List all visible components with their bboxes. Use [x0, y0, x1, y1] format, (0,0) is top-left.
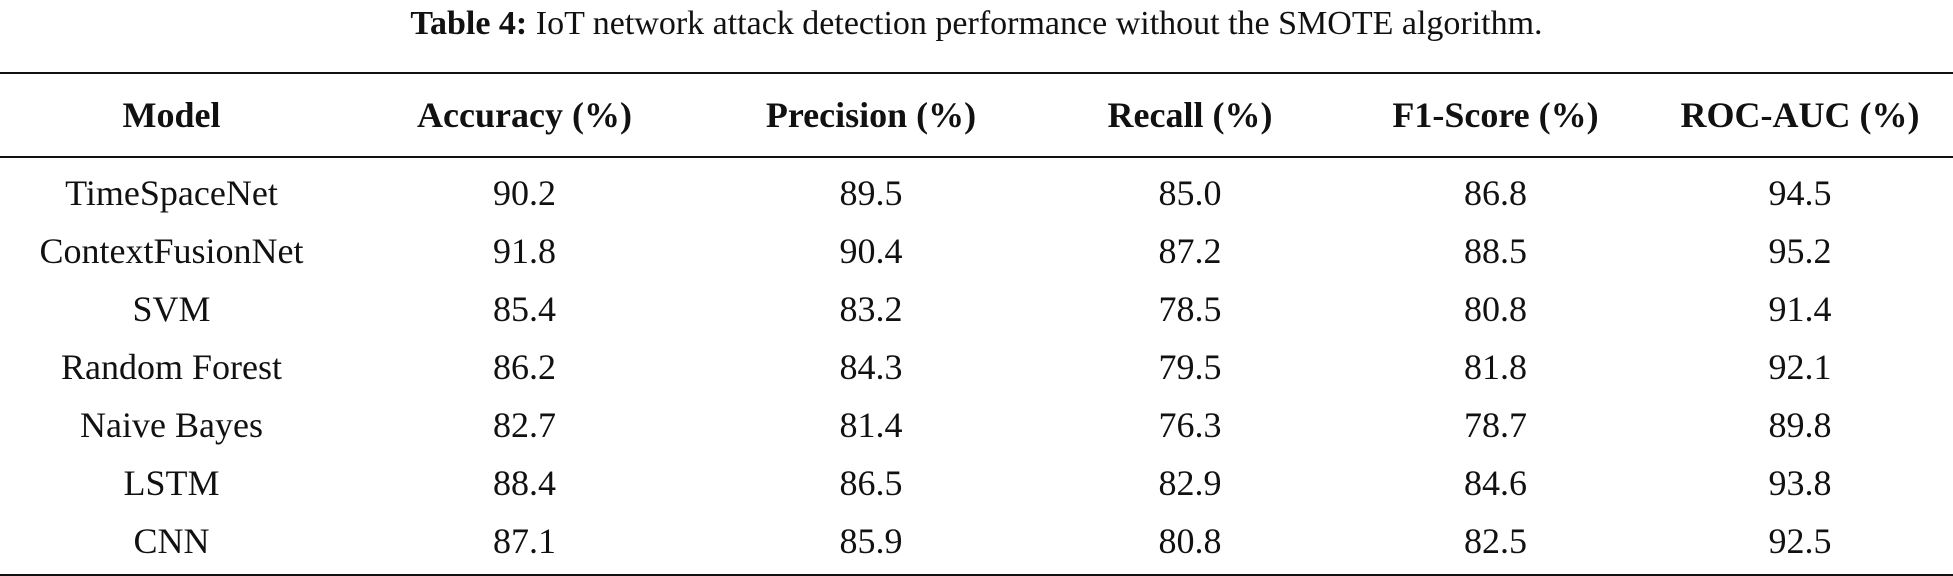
- cell-accuracy: 82.7: [493, 405, 556, 445]
- cell-roc-auc: 94.5: [1768, 173, 1832, 213]
- cell-model: Random Forest: [61, 347, 282, 387]
- cell-roc-auc: 92.1: [1768, 347, 1832, 387]
- cell-accuracy: 88.4: [493, 463, 556, 503]
- cell-model: ContextFusionNet: [39, 231, 304, 271]
- table-caption: Table 4: IoT network attack detection pe…: [0, 0, 1953, 46]
- cell-precision: 89.5: [839, 173, 903, 213]
- cell-f1-score: 84.6: [1464, 463, 1527, 503]
- header-precision: Precision (%): [765, 95, 977, 135]
- cell-recall: 76.3: [1158, 405, 1222, 445]
- cell-model: Naive Bayes: [80, 405, 263, 445]
- cell-roc-auc: 91.4: [1768, 289, 1832, 329]
- cell-model: SVM: [132, 289, 211, 329]
- cell-precision: 90.4: [839, 231, 903, 271]
- cell-roc-auc: 89.8: [1768, 405, 1832, 445]
- cell-recall: 79.5: [1158, 347, 1222, 387]
- table-body: TimeSpaceNet 90.2 89.5 85.0 86.8 94.5 Co…: [0, 157, 1953, 575]
- cell-model: CNN: [133, 521, 210, 561]
- cell-roc-auc: 92.5: [1768, 521, 1832, 561]
- cell-roc-auc: 93.8: [1768, 463, 1832, 503]
- cell-precision: 81.4: [839, 405, 903, 445]
- header-recall: Recall (%): [1107, 95, 1273, 135]
- table-row: TimeSpaceNet 90.2 89.5 85.0 86.8 94.5: [0, 157, 1953, 222]
- cell-f1-score: 80.8: [1464, 289, 1527, 329]
- cell-f1-score: 86.8: [1464, 173, 1527, 213]
- cell-accuracy: 87.1: [493, 521, 556, 561]
- cell-model: TimeSpaceNet: [65, 173, 278, 213]
- header-model: Model: [122, 95, 221, 135]
- header-f1-score: F1-Score (%): [1392, 95, 1599, 135]
- cell-accuracy: 85.4: [493, 289, 556, 329]
- cell-f1-score: 81.8: [1464, 347, 1527, 387]
- cell-model: LSTM: [123, 463, 220, 503]
- cell-precision: 83.2: [839, 289, 903, 329]
- cell-recall: 82.9: [1158, 463, 1222, 503]
- header-roc-auc: ROC-AUC (%): [1680, 95, 1920, 135]
- cell-precision: 85.9: [839, 521, 903, 561]
- cell-f1-score: 88.5: [1464, 231, 1527, 271]
- table-header: Model Accuracy (%) Precision (%) Recall …: [0, 73, 1953, 157]
- cell-precision: 86.5: [839, 463, 903, 503]
- results-table: Model Accuracy (%) Precision (%) Recall …: [0, 72, 1953, 576]
- cell-recall: 78.5: [1158, 289, 1222, 329]
- table-row: Random Forest 86.2 84.3 79.5 81.8 92.1: [0, 338, 1953, 396]
- table-row: Naive Bayes 82.7 81.4 76.3 78.7 89.8: [0, 396, 1953, 454]
- cell-precision: 84.3: [839, 347, 903, 387]
- caption-label: Table 4:: [410, 5, 528, 42]
- cell-accuracy: 86.2: [493, 347, 556, 387]
- header-row: Model Accuracy (%) Precision (%) Recall …: [0, 73, 1953, 157]
- cell-recall: 80.8: [1158, 521, 1222, 561]
- table-row: CNN 87.1 85.9 80.8 82.5 92.5: [0, 512, 1953, 575]
- cell-roc-auc: 95.2: [1768, 231, 1832, 271]
- cell-accuracy: 90.2: [493, 173, 556, 213]
- cell-f1-score: 78.7: [1464, 405, 1527, 445]
- cell-recall: 85.0: [1158, 173, 1222, 213]
- table-row: LSTM 88.4 86.5 82.9 84.6 93.8: [0, 454, 1953, 512]
- table-row: ContextFusionNet 91.8 90.4 87.2 88.5 95.…: [0, 222, 1953, 280]
- cell-recall: 87.2: [1158, 231, 1222, 271]
- cell-accuracy: 91.8: [493, 231, 556, 271]
- cell-f1-score: 82.5: [1464, 521, 1527, 561]
- table-row: SVM 85.4 83.2 78.5 80.8 91.4: [0, 280, 1953, 338]
- caption-text: IoT network attack detection performance…: [535, 5, 1543, 42]
- header-accuracy: Accuracy (%): [417, 95, 632, 135]
